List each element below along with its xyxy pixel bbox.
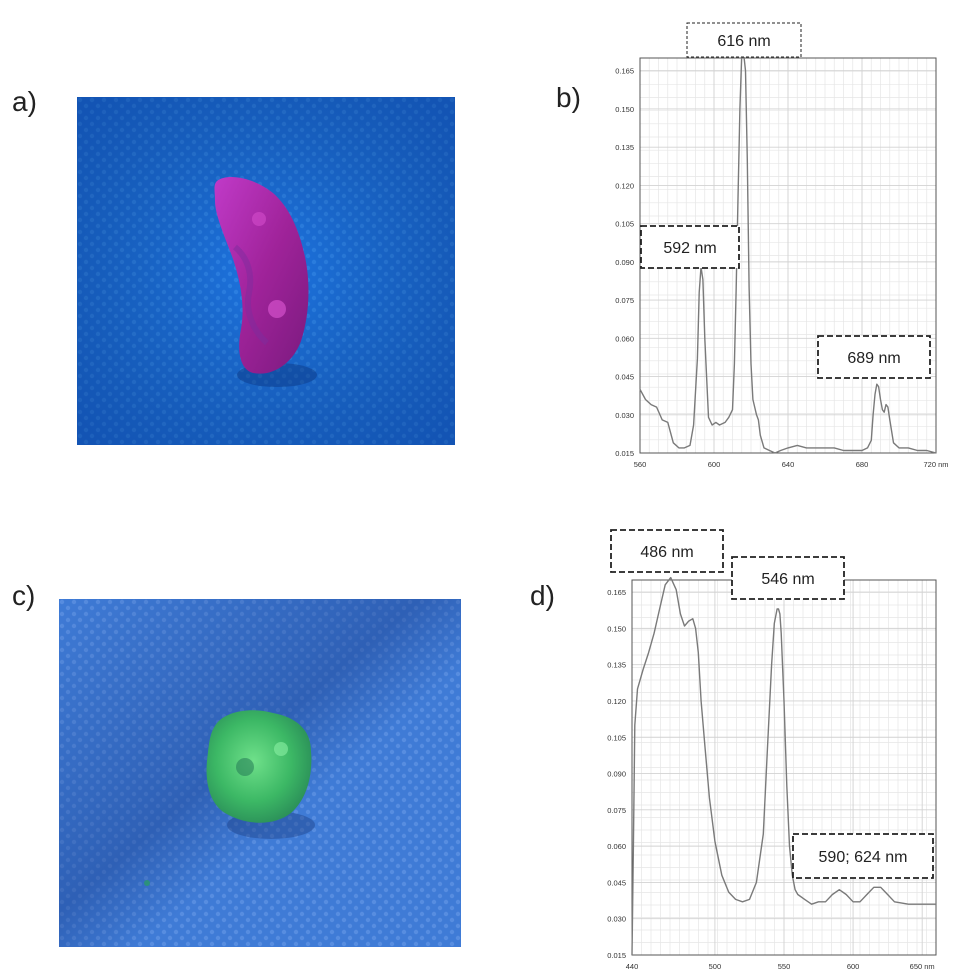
y-tick-label: 0.150: [607, 624, 626, 633]
y-tick-label: 0.105: [615, 220, 634, 229]
specimen-c: [206, 710, 312, 823]
plot-frame: [631, 579, 937, 956]
y-tick-label: 0.060: [615, 334, 634, 343]
peak-label-box: [686, 22, 802, 58]
x-tick-label: 500: [709, 962, 722, 971]
peak-label: 546 nm: [761, 571, 814, 588]
peak-label-box: [640, 225, 740, 269]
y-tick-label: 0.150: [615, 105, 634, 114]
panel-label-d: d): [530, 580, 555, 611]
y-tick-label: 0.120: [607, 697, 626, 706]
peak-label: 616 nm: [717, 33, 770, 50]
y-tick-label: 0.135: [615, 143, 634, 152]
y-tick-label: 0.090: [607, 770, 626, 779]
peak-label-box: [817, 335, 931, 379]
panel-label-c: c): [12, 580, 36, 611]
peak-label-box: [610, 529, 724, 573]
y-tick-label: 0.090: [615, 258, 634, 267]
peak-label: 689 nm: [847, 350, 900, 367]
photo-specimen-a: [77, 97, 455, 445]
y-tick-label: 0.075: [607, 806, 626, 815]
x-tick-label: 440: [626, 962, 639, 971]
x-tick-label: 600: [847, 962, 860, 971]
y-tick-label: 0.105: [607, 733, 626, 742]
plot-frame: [639, 57, 937, 454]
peak-label-box: [792, 833, 934, 879]
peak-label: 590; 624 nm: [819, 849, 908, 866]
y-tick-label: 0.045: [615, 373, 634, 382]
y-tick-label: 0.135: [607, 661, 626, 670]
x-tick-label: 650 nm: [910, 962, 935, 971]
panel-label-a: a): [12, 86, 37, 117]
y-tick-label: 0.165: [607, 588, 626, 597]
y-tick-label: 0.165: [615, 67, 634, 76]
peak-label: 592 nm: [663, 240, 716, 257]
specimen-a: [214, 177, 309, 374]
x-tick-label: 720 nm: [923, 460, 948, 469]
y-tick-label: 0.075: [615, 296, 634, 305]
y-tick-label: 0.030: [615, 411, 634, 420]
y-tick-label: 0.120: [615, 181, 634, 190]
panel-label-b: b): [556, 82, 581, 113]
spectrum-line: [639, 52, 937, 454]
peak-label-box: [731, 556, 845, 600]
y-tick-label: 0.015: [607, 951, 626, 960]
y-tick-label: 0.060: [607, 842, 626, 851]
x-tick-label: 560: [634, 460, 647, 469]
x-tick-label: 680: [856, 460, 869, 469]
x-tick-label: 550: [778, 962, 791, 971]
y-tick-label: 0.045: [607, 878, 626, 887]
x-tick-label: 640: [782, 460, 795, 469]
spectrum-line: [631, 576, 936, 956]
peak-label: 486 nm: [640, 544, 693, 561]
x-tick-label: 600: [708, 460, 721, 469]
photo-specimen-c: [59, 599, 461, 947]
y-tick-label: 0.030: [607, 915, 626, 924]
y-tick-label: 0.015: [615, 449, 634, 458]
